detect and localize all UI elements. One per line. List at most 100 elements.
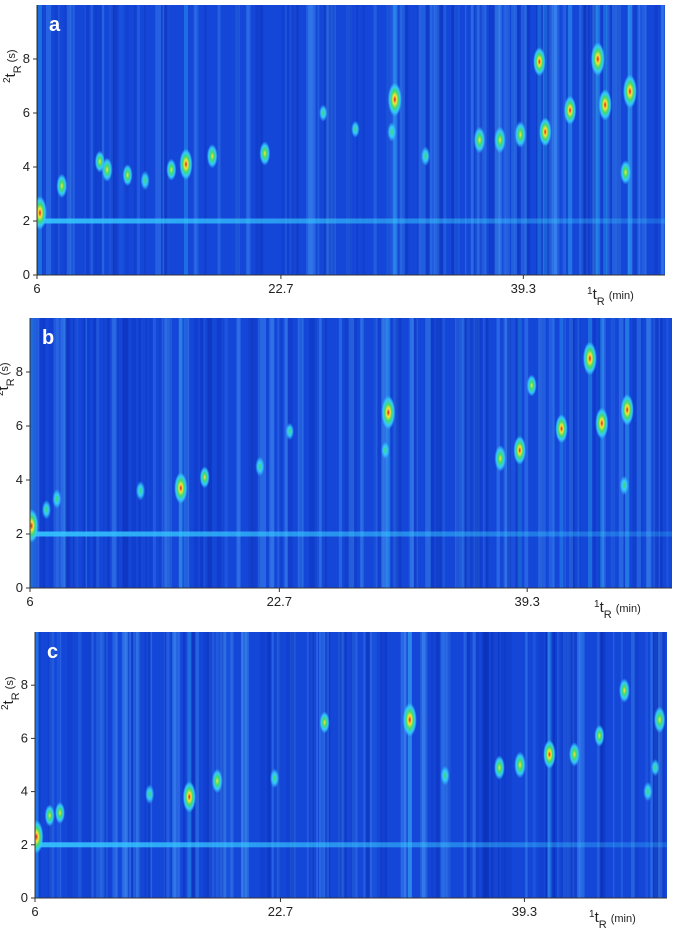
- streak: [144, 5, 146, 275]
- streak: [323, 632, 326, 898]
- streak: [474, 318, 481, 588]
- panel: [37, 5, 665, 275]
- peak: [145, 784, 155, 805]
- streak: [646, 318, 652, 588]
- streak: [349, 5, 352, 275]
- streak: [186, 318, 189, 588]
- peak-tail: [627, 5, 632, 275]
- peak: [594, 724, 605, 747]
- streak: [538, 632, 544, 898]
- streak: [290, 632, 296, 898]
- streak: [566, 632, 571, 898]
- streak: [138, 318, 141, 588]
- streak: [316, 318, 319, 588]
- streak: [627, 5, 634, 275]
- streak: [63, 318, 67, 588]
- streak: [149, 632, 153, 898]
- streak: [339, 632, 342, 898]
- x-tick-label: 6: [33, 281, 40, 296]
- streak: [388, 318, 393, 588]
- streak: [399, 5, 405, 275]
- streak: [82, 318, 85, 588]
- streak: [549, 5, 553, 275]
- peak: [526, 374, 537, 397]
- streak: [67, 632, 73, 898]
- streak: [658, 318, 661, 588]
- streak: [624, 318, 626, 588]
- streak: [299, 318, 302, 588]
- streak: [592, 5, 598, 275]
- streak: [106, 318, 109, 588]
- streak: [467, 318, 473, 588]
- x-tick-label: 22.7: [268, 904, 293, 919]
- streak: [511, 5, 515, 275]
- streak: [324, 318, 326, 588]
- streak: [639, 5, 641, 275]
- y-tick-label: 4: [23, 159, 30, 174]
- streak: [601, 5, 607, 275]
- peak: [166, 158, 177, 181]
- streak: [90, 5, 93, 275]
- peak: [387, 82, 402, 117]
- streak: [39, 318, 44, 588]
- peak-tail: [625, 318, 630, 588]
- streak: [377, 318, 383, 588]
- streak: [268, 632, 273, 898]
- streak: [240, 632, 245, 898]
- streak: [616, 5, 622, 275]
- streak: [591, 5, 597, 275]
- streak: [113, 5, 116, 275]
- streak: [482, 632, 486, 898]
- y-tick-label: 6: [16, 418, 23, 433]
- streak: [549, 5, 553, 275]
- streak: [408, 318, 411, 588]
- peak: [620, 394, 634, 426]
- streak: [548, 318, 555, 588]
- peak: [56, 173, 68, 199]
- streak: [356, 5, 359, 275]
- streak: [259, 5, 263, 275]
- streak: [562, 5, 566, 275]
- plot-background: [37, 5, 665, 275]
- streak: [257, 318, 261, 588]
- streak: [276, 632, 279, 898]
- streak: [506, 318, 512, 588]
- y-axis-label: 2tR (s): [0, 676, 22, 710]
- streak: [71, 5, 73, 275]
- streak: [325, 5, 329, 275]
- streak: [505, 318, 511, 588]
- streak: [217, 5, 221, 275]
- streak: [163, 632, 166, 898]
- streak: [215, 632, 219, 898]
- streak: [122, 318, 129, 588]
- streak: [553, 5, 557, 275]
- streak: [587, 318, 592, 588]
- streak: [561, 5, 567, 275]
- streak: [362, 5, 365, 275]
- streak: [540, 318, 546, 588]
- streak: [60, 318, 66, 588]
- peak: [514, 751, 526, 779]
- streak: [270, 318, 275, 588]
- streak: [148, 318, 153, 588]
- streak: [277, 632, 281, 898]
- streak: [591, 5, 595, 275]
- streak: [59, 632, 62, 898]
- y-tick-label: 0: [16, 580, 23, 595]
- streak: [578, 632, 585, 898]
- streak: [371, 632, 377, 898]
- streak: [442, 318, 445, 588]
- streak: [119, 5, 124, 275]
- streak: [230, 632, 234, 898]
- streak: [350, 318, 352, 588]
- streak: [204, 5, 207, 275]
- streak: [625, 318, 630, 588]
- streak: [363, 632, 366, 898]
- streak: [632, 318, 637, 588]
- streak: [426, 632, 429, 898]
- streak: [508, 5, 511, 275]
- streak: [291, 632, 295, 898]
- streak: [129, 632, 132, 898]
- streak: [82, 632, 87, 898]
- streak: [328, 5, 335, 275]
